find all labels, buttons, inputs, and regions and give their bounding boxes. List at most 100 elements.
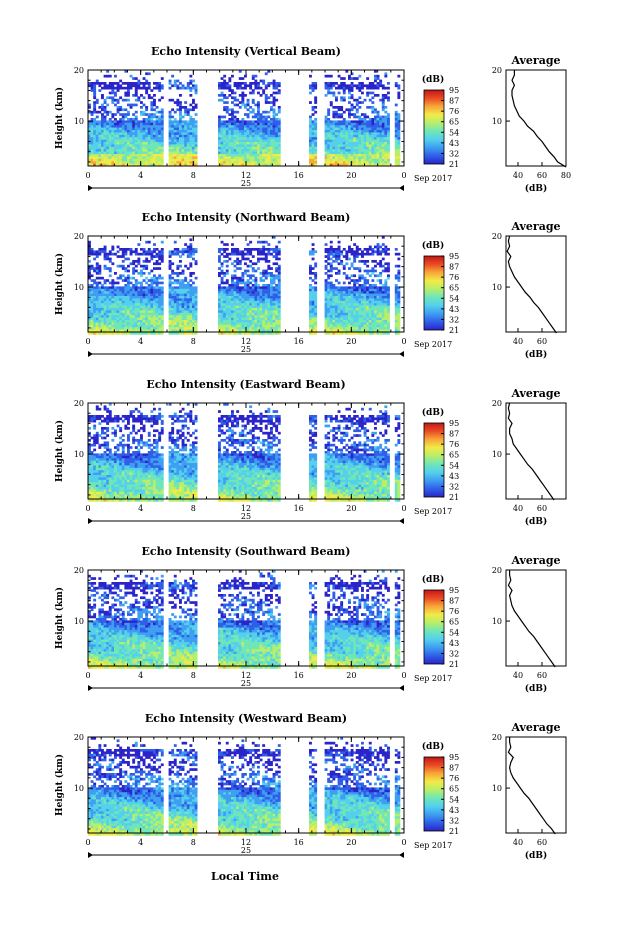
heatmap-cell [257,158,260,162]
heatmap-cell [332,332,336,335]
heatmap-cell [345,315,349,318]
heatmap-cell [137,305,141,309]
heatmap-cell [353,279,357,282]
heatmap-cell [218,310,221,314]
heatmap-cell [124,146,128,150]
heatmap-cell [88,110,91,114]
heatmap-cell [314,288,318,292]
heatmap-cell [114,130,117,133]
heatmap-cell [127,132,130,136]
heatmap-cell [311,310,315,314]
heatmap-cell [168,327,172,330]
heatmap-cell [381,163,385,167]
heatmap-cell [142,310,146,314]
heatmap-cell [108,269,112,273]
heatmap-cell [314,310,318,314]
heatmap-cell [194,158,198,162]
heatmap-cell [114,329,117,333]
heatmap-cell [179,110,182,114]
heatmap-cell [189,288,193,292]
heatmap-cell [233,127,237,131]
heatmap-cell [124,115,128,119]
heatmap-cell [244,84,247,88]
heatmap-cell [379,161,383,164]
heatmap-cell [327,293,331,297]
heatmap-cell [236,267,240,270]
heatmap-cell [233,158,237,162]
heatmap-cell [150,149,154,152]
heatmap-cell [387,146,390,150]
heatmap-cell [327,324,331,328]
heatmap-cell [147,84,151,88]
heatmap-cell [168,149,172,152]
heatmap-cell [236,144,240,148]
heatmap-cell [311,122,315,126]
heatmap-cell [277,82,281,85]
heatmap-cell [173,151,177,155]
heatmap-cell [140,161,143,164]
heatmap-cell [249,163,253,167]
heatmap-cell [98,252,102,256]
heatmap-cell [194,125,198,128]
heatmap-cell [95,137,99,140]
heatmap-cell [311,149,315,152]
heatmap-cell [179,137,182,140]
heatmap-cell [171,161,175,164]
heatmap-cell [374,156,377,160]
heatmap-cell [332,154,336,157]
heatmap-cell [254,125,258,128]
heatmap-cell [124,324,128,328]
heatmap-cell [342,300,346,304]
heatmap-cell [379,151,383,155]
heatmap-cell [337,163,341,167]
heatmap-cell [119,134,123,138]
heatmap-cell [142,322,146,326]
heatmap-cell [158,86,162,90]
heatmap-cell [160,248,164,251]
heatmap-cell [98,149,102,152]
heatmap-cell [218,317,221,321]
heatmap-cell [134,288,138,292]
heatmap-cell [179,127,182,131]
heatmap-cell [249,151,253,155]
heatmap-cell [153,101,156,104]
heatmap-cell [145,149,149,152]
heatmap-cell [134,115,138,119]
heatmap-cell [275,122,279,126]
heatmap-cell [342,98,346,102]
heatmap-cell [90,110,94,114]
heatmap-cell [397,149,401,152]
heatmap-cell [116,137,120,140]
heatmap-cell [381,154,385,157]
heatmap-cell [272,305,276,309]
heatmap-cell [192,303,195,306]
heatmap-cell [254,103,258,107]
heatmap-cell [254,86,258,90]
heatmap-cell [168,276,172,280]
heatmap-cell [173,305,177,309]
heatmap-cell [129,252,133,256]
heatmap-cell [132,293,136,297]
heatmap-cell [236,120,240,124]
heatmap-cell [231,291,234,294]
heatmap-cell [231,262,234,266]
heatmap-cell [394,137,398,140]
heatmap-cell [340,77,344,80]
heatmap-cell [116,303,120,306]
heatmap-cell [254,248,258,251]
heatmap-cell [121,127,125,131]
heatmap-cell [124,327,128,330]
heatmap-cell [145,79,149,83]
heatmap-cell [98,305,102,309]
heatmap-cell [327,248,331,251]
heatmap-cell [231,284,234,287]
heatmap-cell [142,137,146,140]
heatmap-cell [111,91,115,95]
heatmap-cell [254,293,258,297]
heatmap-cell [119,329,123,333]
heatmap-cell [147,315,151,318]
heatmap-cell [184,137,188,140]
heatmap-cell [353,332,357,335]
heatmap-cell [233,154,237,157]
heatmap-cell [340,82,344,85]
